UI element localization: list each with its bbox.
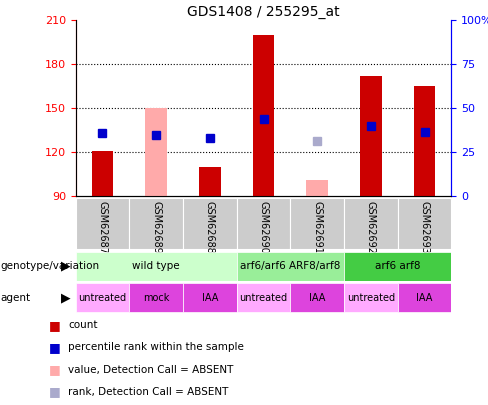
Bar <box>76 252 237 281</box>
Text: untreated: untreated <box>347 293 395 303</box>
Bar <box>253 35 274 196</box>
Bar <box>344 284 398 313</box>
Text: ■: ■ <box>49 341 61 354</box>
Text: IAA: IAA <box>202 293 218 303</box>
Bar <box>414 86 435 196</box>
Title: GDS1408 / 255295_at: GDS1408 / 255295_at <box>187 5 340 19</box>
Text: GSM62687: GSM62687 <box>98 201 107 254</box>
Bar <box>129 198 183 249</box>
Text: genotype/variation: genotype/variation <box>0 261 99 271</box>
Text: untreated: untreated <box>79 293 126 303</box>
Text: ■: ■ <box>49 319 61 332</box>
Text: rank, Detection Call = ABSENT: rank, Detection Call = ABSENT <box>68 387 229 397</box>
Text: GSM62689: GSM62689 <box>151 201 161 254</box>
Text: GSM62691: GSM62691 <box>312 201 322 254</box>
Bar <box>129 284 183 313</box>
Text: ▶: ▶ <box>61 260 71 273</box>
Text: ■: ■ <box>49 363 61 376</box>
Bar <box>183 198 237 249</box>
Bar <box>237 284 290 313</box>
Text: count: count <box>68 320 98 330</box>
Bar <box>344 198 398 249</box>
Text: IAA: IAA <box>309 293 325 303</box>
Text: ▶: ▶ <box>61 291 71 305</box>
Bar <box>237 252 344 281</box>
Bar <box>183 284 237 313</box>
Text: untreated: untreated <box>240 293 287 303</box>
Bar <box>199 167 221 196</box>
Bar <box>290 284 344 313</box>
Text: arf6/arf6 ARF8/arf8: arf6/arf6 ARF8/arf8 <box>240 261 341 271</box>
Text: percentile rank within the sample: percentile rank within the sample <box>68 343 244 352</box>
Text: GSM62688: GSM62688 <box>205 201 215 254</box>
Text: GSM62692: GSM62692 <box>366 201 376 254</box>
Text: mock: mock <box>143 293 169 303</box>
Bar <box>290 198 344 249</box>
Text: wild type: wild type <box>132 261 180 271</box>
Text: IAA: IAA <box>416 293 433 303</box>
Text: ■: ■ <box>49 386 61 399</box>
Bar <box>398 284 451 313</box>
Text: arf6 arf8: arf6 arf8 <box>375 261 421 271</box>
Bar <box>344 252 451 281</box>
Bar <box>306 180 328 196</box>
Bar <box>76 198 129 249</box>
Bar <box>360 76 382 196</box>
Bar <box>145 108 167 196</box>
Bar <box>398 198 451 249</box>
Bar <box>92 151 113 196</box>
Text: GSM62693: GSM62693 <box>420 201 429 254</box>
Bar <box>237 198 290 249</box>
Bar <box>76 284 129 313</box>
Text: agent: agent <box>0 293 30 303</box>
Text: value, Detection Call = ABSENT: value, Detection Call = ABSENT <box>68 365 234 375</box>
Text: GSM62690: GSM62690 <box>259 201 268 254</box>
